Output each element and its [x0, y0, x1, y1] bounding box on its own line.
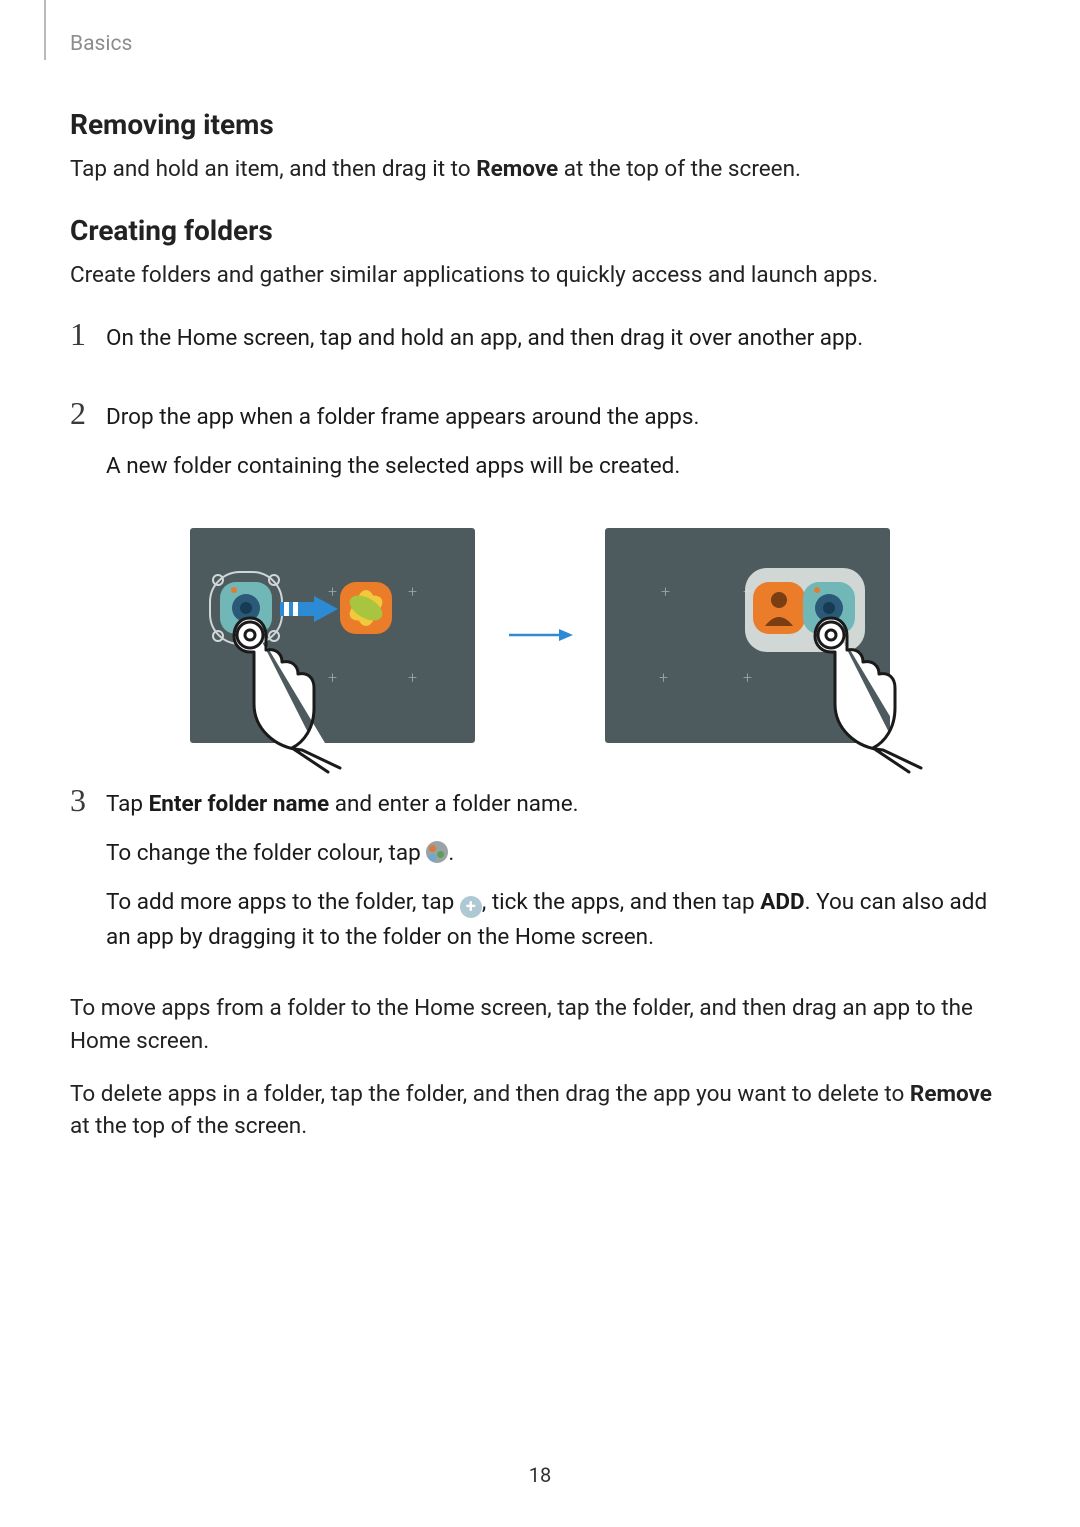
remove-keyword: Remove — [476, 156, 558, 182]
heading-removing-items: Removing items — [70, 108, 1010, 141]
text: at the top of the screen. — [70, 1113, 307, 1139]
step-number: 1 — [70, 317, 106, 352]
enter-folder-name-keyword: Enter folder name — [149, 791, 330, 817]
text: at the top of the screen. — [558, 156, 801, 182]
tail-paragraph-delete: To delete apps in a folder, tap the fold… — [70, 1078, 1010, 1143]
step-text: Drop the app when a folder frame appears… — [106, 396, 1010, 498]
text: Tap Enter folder name and enter a folder… — [106, 787, 1010, 822]
text: A new folder containing the selected app… — [106, 449, 1010, 484]
palette-icon — [426, 841, 448, 863]
hand-pointing-icon — [220, 608, 360, 778]
step-text: Tap Enter folder name and enter a folder… — [106, 783, 1010, 969]
tail-paragraph-move: To move apps from a folder to the Home s… — [70, 992, 1010, 1057]
plus-icon: + — [460, 896, 482, 918]
manual-page: Basics Removing items Tap and hold an it… — [0, 0, 1080, 1527]
text: To change the folder colour, tap — [106, 840, 426, 866]
tab-rule — [44, 0, 46, 60]
text: To add more apps to the folder, tap +, t… — [106, 885, 1010, 955]
hand-pointing-icon — [801, 608, 941, 778]
step-number: 2 — [70, 396, 106, 431]
removing-items-paragraph: Tap and hold an item, and then drag it t… — [70, 153, 1010, 186]
text: Tap and hold an item, and then drag it t… — [70, 156, 476, 182]
add-keyword: ADD — [760, 889, 804, 915]
step-1: 1 On the Home screen, tap and hold an ap… — [70, 317, 1010, 370]
text: On the Home screen, tap and hold an app,… — [106, 321, 1010, 356]
remove-keyword: Remove — [910, 1081, 992, 1107]
step-2: 2 Drop the app when a folder frame appea… — [70, 396, 1010, 498]
page-content: Removing items Tap and hold an item, and… — [70, 108, 1010, 1143]
step-3: 3 Tap Enter folder name and enter a fold… — [70, 783, 1010, 969]
step-number: 3 — [70, 783, 106, 818]
folder-creation-figure: + + + + — [70, 528, 1010, 743]
breadcrumb: Basics — [70, 32, 132, 56]
text: and enter a folder name. — [329, 791, 578, 817]
text: Tap — [106, 791, 149, 817]
text: To delete apps in a folder, tap the fold… — [70, 1081, 910, 1107]
text: Drop the app when a folder frame appears… — [106, 400, 1010, 435]
arrow-right-icon — [505, 620, 575, 650]
text: , tick the apps, and then tap — [482, 889, 760, 915]
step-text: On the Home screen, tap and hold an app,… — [106, 317, 1010, 370]
text: To change the folder colour, tap . — [106, 836, 1010, 871]
text: To add more apps to the folder, tap — [106, 889, 460, 915]
creating-folders-intro: Create folders and gather similar applic… — [70, 259, 1010, 292]
heading-creating-folders: Creating folders — [70, 214, 1010, 247]
text: . — [448, 840, 454, 866]
page-number: 18 — [0, 1463, 1080, 1487]
